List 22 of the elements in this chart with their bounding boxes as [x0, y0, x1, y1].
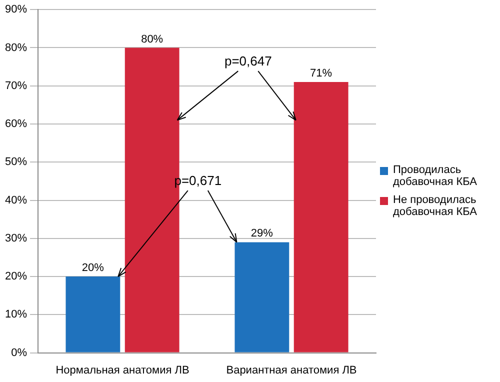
y-tick-label: 90% [4, 4, 28, 16]
y-tick-label: 50% [4, 156, 28, 168]
data-label: 20% [82, 262, 104, 274]
y-tick-label: 10% [4, 308, 28, 321]
legend-label: Проводилась добавочная КБА [393, 164, 478, 188]
bar [66, 276, 120, 352]
bar [294, 82, 348, 352]
y-tick-label: 30% [4, 232, 28, 244]
y-tick-label: 80% [4, 42, 28, 54]
legend-label: Не проводилась добавочная КБА [393, 194, 478, 218]
y-tick-label: 70% [4, 80, 28, 92]
data-label: 80% [141, 33, 164, 46]
data-label: 71% [310, 68, 332, 80]
y-tick-label: 20% [4, 270, 28, 283]
y-tick-label: 0% [11, 346, 28, 359]
data-label: 29% [250, 228, 274, 240]
y-tick-label: 60% [4, 118, 28, 130]
bar [234, 242, 290, 352]
annotation: p=0,647 [224, 54, 272, 69]
x-tick-label: Нормальная анатомия ЛВ [56, 364, 190, 376]
x-tick-label: Вариантная анатомия ЛВ [226, 364, 357, 376]
y-tick-label: 40% [4, 194, 28, 206]
